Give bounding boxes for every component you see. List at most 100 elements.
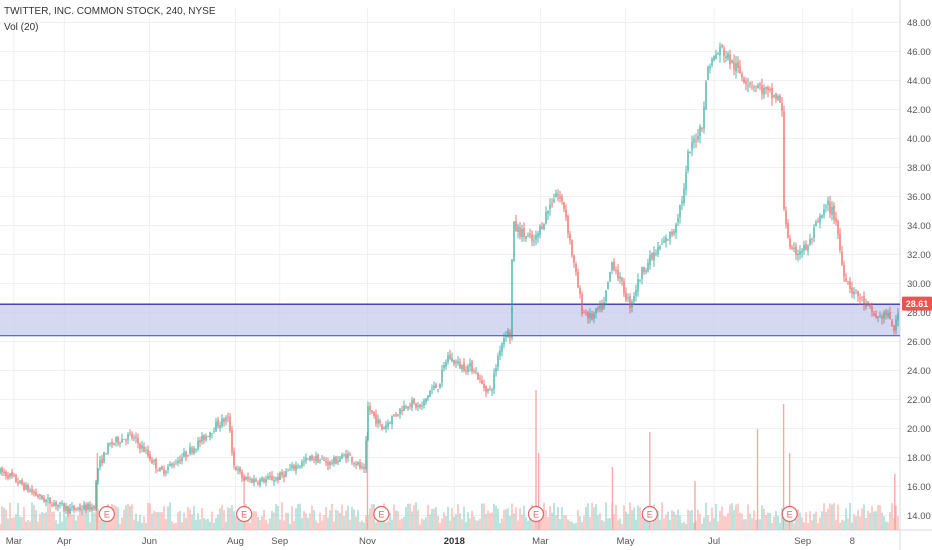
volume-bar [485, 513, 487, 530]
price-tag-bg [902, 296, 932, 311]
volume-bar [187, 507, 189, 530]
candle-body [893, 325, 895, 331]
volume-bar [129, 506, 131, 530]
y-tick-label: 24.00 [907, 366, 931, 377]
candle-body [73, 505, 75, 510]
candle-body [51, 504, 53, 507]
candle-body [727, 53, 729, 59]
candle-body [717, 53, 719, 55]
candle-body [669, 231, 671, 240]
candle-body [213, 431, 215, 433]
volume-bar [415, 502, 417, 530]
candle-body [761, 85, 763, 94]
earnings-marker-circle [641, 505, 658, 523]
candle-body [485, 386, 487, 393]
volume-bar [497, 508, 499, 530]
volume-bar [735, 504, 737, 530]
candle-body [101, 458, 103, 464]
volume-bar [637, 505, 639, 530]
candle-body [757, 85, 759, 89]
candle-body [509, 332, 511, 339]
volume-bar [213, 522, 215, 530]
candle-body [549, 204, 551, 210]
volume-bar [697, 509, 699, 530]
volume-bar [201, 507, 203, 530]
x-tick-label: Jul [708, 536, 720, 547]
candle-body [209, 432, 211, 438]
volume-bar [351, 506, 353, 530]
candle-body [167, 466, 169, 471]
volume-bar [479, 518, 481, 530]
candle-body [109, 443, 111, 445]
volume-bar [629, 502, 631, 530]
volume-bar [101, 514, 103, 530]
volume-bar [613, 514, 615, 530]
candle-body [97, 468, 99, 481]
candle-body [889, 311, 891, 320]
volume-bar [651, 522, 653, 530]
volume-bar [417, 509, 419, 530]
volume-bar [63, 509, 65, 530]
candle-body [709, 66, 711, 69]
volume-bar [793, 523, 795, 530]
current-price-tag: 28.61 [902, 296, 932, 311]
volume-bar [53, 511, 55, 530]
candle-body [621, 277, 623, 281]
candle-body [137, 438, 139, 444]
candle-body [171, 463, 173, 466]
support-zone[interactable] [0, 303, 900, 337]
volume-bar [99, 519, 101, 530]
candle-body [141, 445, 143, 449]
volume-bar [139, 514, 141, 530]
volume-bar [45, 512, 47, 530]
volume-bar [79, 503, 81, 530]
candle-body [39, 494, 41, 497]
candle-body [617, 269, 619, 279]
volume-bar [293, 521, 295, 530]
volume-bar [635, 519, 637, 530]
candle-body [233, 451, 235, 466]
volume-bar [97, 509, 99, 530]
candle-body [119, 442, 121, 445]
volume-bar [403, 516, 405, 530]
time-axis[interactable]: Mar Apr Jun Aug Sep Nov 2018 Mar May Jul Sep 8 [6, 536, 855, 547]
earnings-marker-circle [781, 505, 798, 523]
candle-body [657, 246, 659, 255]
volume-bar [225, 521, 227, 530]
candle-body [553, 199, 555, 203]
candle-body [855, 289, 857, 291]
candle-body [815, 222, 817, 226]
volume-bar [673, 511, 675, 530]
y-tick-label: 28.00 [907, 308, 931, 319]
volume-bar [337, 510, 339, 530]
candle-body [897, 313, 899, 321]
candle-body [647, 263, 649, 272]
candle-body [87, 504, 89, 510]
candle-body [543, 223, 545, 230]
volume-bar [627, 513, 629, 530]
volume-bar [597, 515, 599, 530]
candle-body [443, 365, 445, 369]
price-axis[interactable]: 48.00 46.00 44.00 42.00 40.00 38.00 36.00 34.00… [907, 18, 931, 522]
volume-bar [215, 518, 217, 530]
candle-body [91, 506, 93, 510]
candle-body [667, 239, 669, 240]
volume-bar [313, 509, 315, 530]
candle-body [705, 81, 707, 109]
candle-body [145, 449, 147, 451]
candle-body [581, 294, 583, 314]
volume-bar [207, 518, 209, 530]
candle-body [551, 203, 553, 205]
volume-bar [199, 519, 201, 530]
candle-body [81, 509, 83, 511]
volume-bar [839, 522, 841, 530]
volume-bar [655, 516, 657, 530]
volume-bar [33, 504, 35, 530]
volume-bar [719, 511, 721, 530]
y-tick-label: 22.00 [907, 395, 931, 406]
volume-bar [231, 505, 233, 530]
candle-body [271, 475, 273, 481]
